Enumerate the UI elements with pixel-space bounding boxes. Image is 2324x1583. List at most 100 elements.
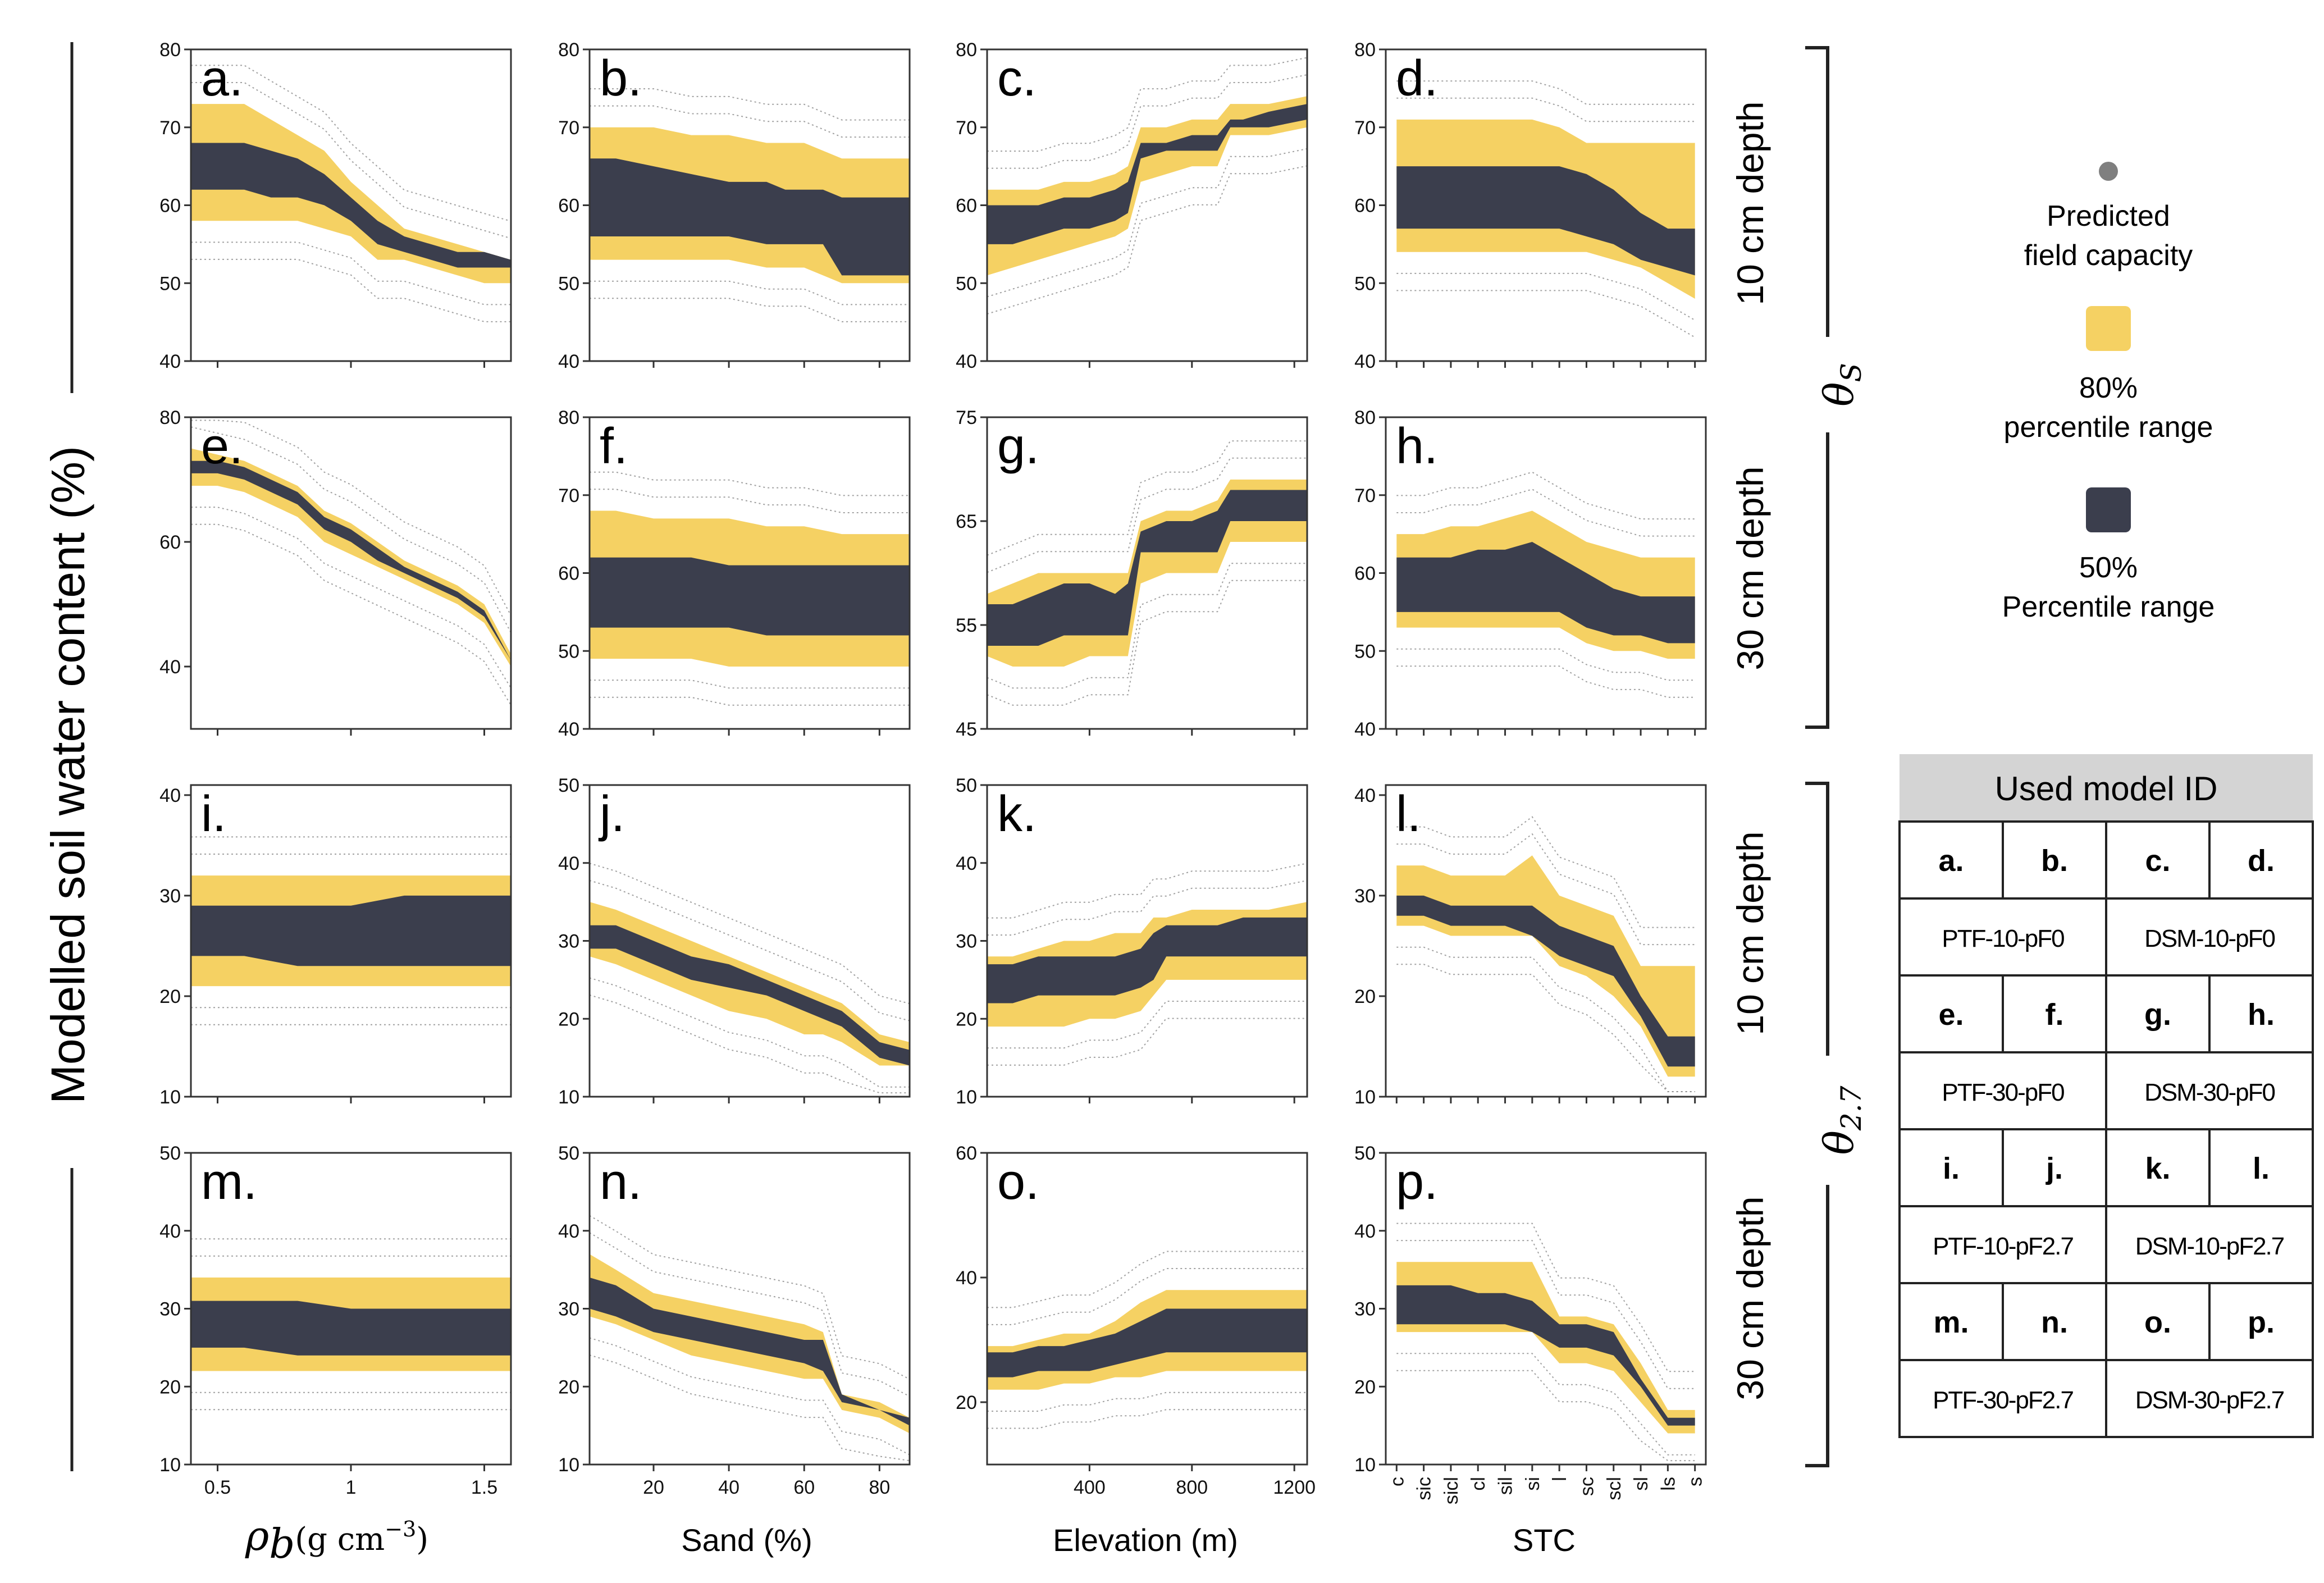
band-50-percentile [987, 104, 1307, 244]
y-tick-label: 20 [558, 1376, 579, 1398]
prediction-trace [1396, 1222, 1695, 1372]
band-50-percentile [987, 917, 1307, 1003]
panel-i: 10 20 30 40 i. [159, 784, 512, 1108]
x-tick-label: 40 [718, 1477, 739, 1498]
prediction-trace [191, 241, 511, 305]
y-tick-label: 60 [558, 563, 579, 585]
y-tick-label: 40 [159, 351, 181, 372]
prediction-trace [987, 457, 1307, 573]
prediction-trace [190, 426, 512, 633]
y-tick-label: 30 [558, 1299, 579, 1320]
x-axis-titles: ρb(g cm−3) Sand (%) Elevation (m) STC [245, 1512, 1576, 1567]
depth-label-row-4: 30 cm depth [1729, 1196, 1771, 1400]
prediction-trace [191, 507, 512, 688]
y-tick-label: 50 [558, 1143, 579, 1164]
prediction-trace [589, 1232, 910, 1397]
table-body: a. b. c. d. PTF-10-pF0 DSM-10-pF0 e. f. g. h. PTF-… [1898, 820, 2314, 1438]
table-id-cell: b. [2041, 844, 2068, 878]
y-tick-label: 30 [159, 886, 181, 907]
prediction-trace [1396, 1240, 1695, 1389]
band-50-percentile [590, 557, 910, 636]
table-id-cell: n. [2041, 1306, 2068, 1339]
panel-d: 40 50 60 70 80 d. [1354, 39, 1707, 372]
y-tick-label: 45 [956, 719, 977, 740]
prediction-trace [1396, 97, 1695, 122]
band-50-percentile [590, 158, 910, 276]
prediction-trace [987, 1018, 1307, 1066]
y-tick-label: 30 [1354, 886, 1376, 907]
band-50-percentile [191, 1301, 511, 1356]
prediction-trace [1396, 489, 1695, 537]
x-tick-label: sic [1414, 1477, 1435, 1500]
panel-c: 40 50 60 70 80 c. [956, 39, 1308, 372]
prediction-trace [1396, 80, 1695, 105]
prediction-trace [589, 1215, 910, 1380]
x-tick-label: 60 [793, 1477, 815, 1498]
prediction-trace [987, 1001, 1307, 1049]
y-tick-label: 40 [558, 719, 579, 740]
legend-predicted-line1: Predicted [2047, 200, 2170, 232]
y-tick-label: 80 [956, 39, 977, 61]
y-tick-label: 50 [558, 273, 579, 294]
prediction-trace [987, 880, 1308, 936]
y-tick-label: 40 [956, 1267, 977, 1289]
y-tick-label: 80 [1354, 407, 1376, 428]
y-tick-label: 20 [1354, 986, 1376, 1007]
prediction-trace [987, 1392, 1307, 1412]
y-tick-label: 50 [956, 273, 977, 294]
y-tick-label: 40 [159, 1221, 181, 1242]
panel-letter: n. [600, 1154, 642, 1210]
band-50-percentile [987, 490, 1307, 646]
table-header-bg [1900, 754, 2313, 822]
y-tick-label: 65 [956, 511, 977, 532]
y-tick-label: 40 [159, 656, 181, 678]
panel-j: 10 20 30 40 50 j. [558, 775, 911, 1108]
panel-letter: f. [600, 418, 628, 475]
band-50-percentile [590, 1278, 910, 1426]
y-tick-label: 10 [159, 1454, 181, 1476]
y-tick-label: 40 [1354, 785, 1376, 806]
table-model-cell: PTF-10-pF2.7 [1933, 1233, 2073, 1260]
x-tick-label: 1 [346, 1477, 357, 1498]
band-50-percentile [191, 460, 511, 660]
prediction-trace [589, 863, 910, 1005]
x-tick-label: 80 [869, 1477, 890, 1498]
prediction-trace [987, 74, 1308, 169]
prediction-trace [1396, 946, 1695, 1092]
panel-letter: i. [201, 786, 226, 842]
prediction-trace [1396, 665, 1695, 698]
y-tick-label: 10 [1354, 1087, 1376, 1108]
table-id-cell: m. [1933, 1306, 1969, 1339]
prediction-trace [590, 489, 910, 513]
x-tick-label: ls [1658, 1477, 1679, 1491]
y-tick-label: 20 [956, 1009, 977, 1030]
band-80-percentile [191, 104, 511, 284]
y-tick-label: 50 [558, 641, 579, 662]
band-50-percentile [191, 143, 511, 268]
axes-frame [986, 416, 1308, 730]
y-tick-label: 80 [558, 407, 579, 428]
depth-label-row-1: 10 cm depth [1729, 101, 1771, 305]
y-tick-label: 80 [1354, 39, 1376, 61]
table-id-cell: o. [2144, 1306, 2171, 1339]
y-tick-label: 80 [159, 407, 181, 428]
table-id-cell: i. [1943, 1152, 1960, 1185]
table-id-cell: f. [2046, 998, 2064, 1032]
y-tick-label: 10 [558, 1087, 579, 1108]
y-tick-label: 40 [558, 351, 579, 372]
y-tick-label: 50 [956, 775, 977, 796]
y-tick-label: 70 [956, 117, 977, 139]
prediction-trace [1396, 290, 1696, 338]
x-tick-label: 400 [1074, 1477, 1106, 1498]
panel-letter: g. [997, 418, 1039, 475]
table-model-cell: PTF-30-pF0 [1942, 1079, 2064, 1106]
y-tick-label: 60 [956, 1143, 977, 1164]
x-title-bulk-density: ρb(g cm−3) [245, 1512, 428, 1567]
prediction-trace [1396, 471, 1695, 520]
table-model-cell: DSM-30-pF2.7 [2135, 1386, 2284, 1414]
axes-frame [1385, 784, 1707, 1098]
y-tick-label: 10 [558, 1454, 579, 1476]
prediction-trace [589, 1337, 910, 1456]
y-tick-label: 70 [1354, 117, 1376, 139]
y-tick-label: 80 [159, 39, 181, 61]
